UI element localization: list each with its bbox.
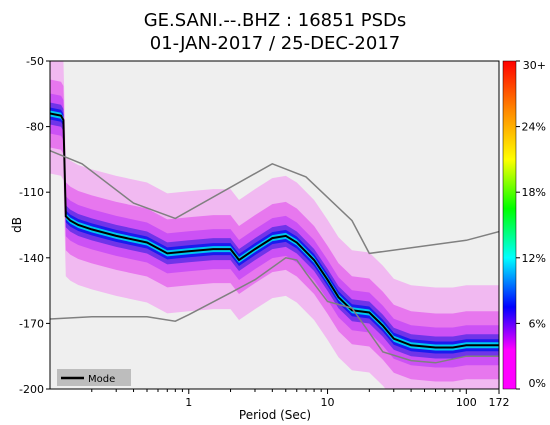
legend-box	[57, 369, 131, 386]
x-axis-label: Period (Sec)	[239, 408, 311, 422]
y-tick-label: -200	[19, 383, 44, 396]
plot-frame	[49, 60, 500, 390]
y-tick-label: -110	[19, 186, 44, 199]
noise-model-lines	[50, 112, 499, 364]
y-axis-label: dB	[10, 217, 24, 233]
colorbar-label: 30+	[523, 59, 546, 72]
colorbar-label: 24%	[522, 121, 546, 134]
colorbar-label: 12%	[522, 252, 546, 265]
legend: Mode	[57, 369, 131, 386]
x-tick-label: 172	[489, 396, 510, 409]
mode-line	[50, 112, 499, 349]
x-tick-label: 10	[321, 396, 335, 409]
nhnm-line	[50, 150, 499, 255]
nlnm-line	[50, 257, 499, 364]
chart-title-line1: GE.SANI.--.BHZ : 16851 PSDs	[144, 10, 407, 31]
psd-density-layer	[50, 61, 499, 389]
colorbar-label: 18%	[522, 186, 546, 199]
y-tick-label: -170	[19, 317, 44, 330]
y-tick-label: -80	[26, 121, 44, 134]
chart-title-line2: 01-JAN-2017 / 25-DEC-2017	[150, 33, 401, 54]
x-tick-label: 100	[456, 396, 477, 409]
psd-density-band	[50, 102, 499, 359]
colorbar-label: 0%	[529, 377, 546, 390]
colorbar-scale	[502, 60, 517, 390]
y-tick-label: -50	[26, 55, 44, 68]
y-tick-label: -140	[19, 252, 44, 265]
colorbar-label: 6%	[529, 317, 546, 330]
colorbar: 30+ 24% 18% 12% 6% 0%	[502, 59, 546, 390]
x-tick-label: 1	[185, 396, 192, 409]
legend-mode-label: Mode	[88, 374, 115, 385]
axis-ticks: -50 -80 -110 -140 -170 -200 1 10 100 172	[19, 55, 509, 409]
